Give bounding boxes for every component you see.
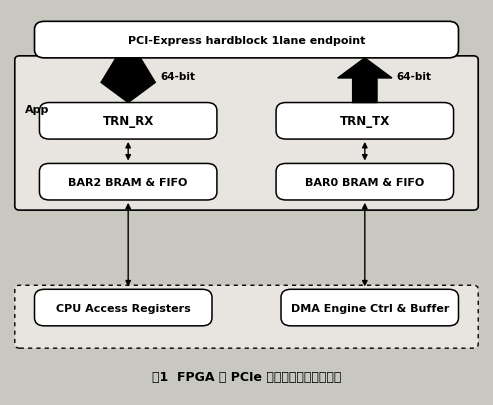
Text: BAR0 BRAM & FIFO: BAR0 BRAM & FIFO bbox=[305, 177, 424, 187]
Text: DMA Engine Ctrl & Buffer: DMA Engine Ctrl & Buffer bbox=[290, 303, 449, 313]
FancyBboxPatch shape bbox=[39, 164, 217, 200]
Text: BAR2 BRAM & FIFO: BAR2 BRAM & FIFO bbox=[69, 177, 188, 187]
FancyBboxPatch shape bbox=[15, 286, 478, 348]
FancyBboxPatch shape bbox=[39, 103, 217, 140]
Polygon shape bbox=[338, 59, 392, 103]
Text: PCI-Express hardblock 1lane endpoint: PCI-Express hardblock 1lane endpoint bbox=[128, 36, 365, 45]
Polygon shape bbox=[101, 59, 155, 103]
FancyBboxPatch shape bbox=[276, 103, 454, 140]
Text: TRN_RX: TRN_RX bbox=[103, 115, 154, 128]
Text: CPU Access Registers: CPU Access Registers bbox=[56, 303, 191, 313]
Text: App: App bbox=[25, 104, 49, 114]
FancyBboxPatch shape bbox=[35, 290, 212, 326]
Text: 图1  FPGA 的 PCIe 接口及事物控制器设计: 图1 FPGA 的 PCIe 接口及事物控制器设计 bbox=[152, 370, 341, 383]
FancyBboxPatch shape bbox=[281, 290, 458, 326]
FancyBboxPatch shape bbox=[35, 22, 458, 59]
FancyBboxPatch shape bbox=[15, 57, 478, 211]
FancyBboxPatch shape bbox=[276, 164, 454, 200]
Text: 64-bit: 64-bit bbox=[397, 72, 432, 82]
Text: 64-bit: 64-bit bbox=[160, 72, 195, 82]
Text: TRN_TX: TRN_TX bbox=[340, 115, 390, 128]
